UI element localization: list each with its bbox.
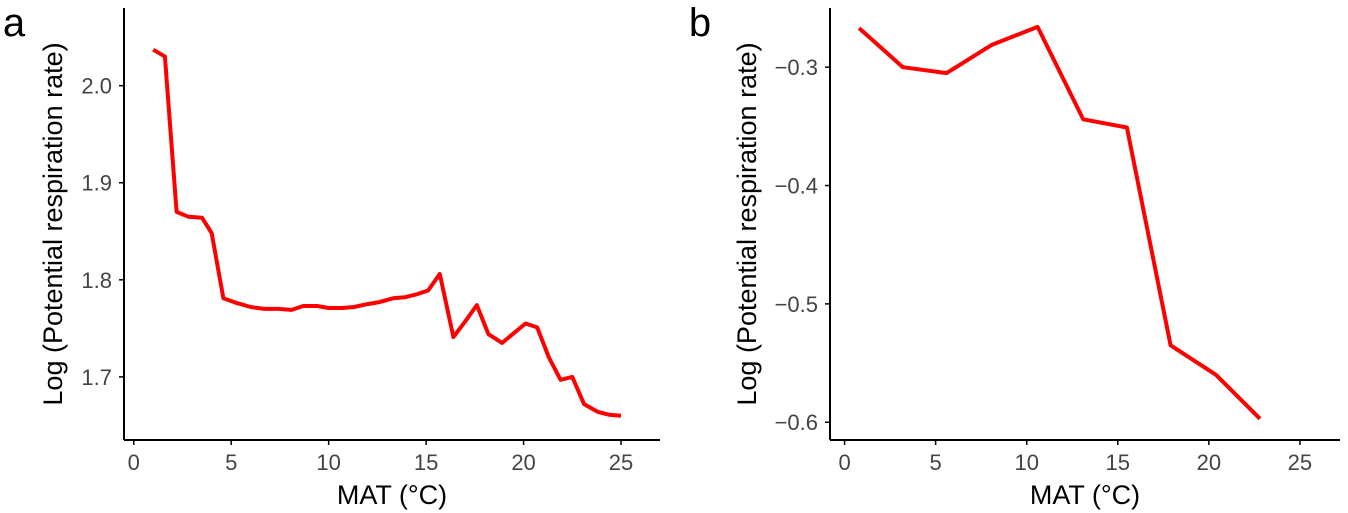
y-axis-label: Log (Potential respiration rate) bbox=[38, 42, 68, 405]
series-line bbox=[152, 47, 622, 418]
x-tick-label: 10 bbox=[316, 450, 340, 475]
y-tick-label: 1.7 bbox=[81, 365, 112, 390]
y-axis-label: Log (Potential respiration rate) bbox=[732, 42, 762, 405]
x-axis-label: MAT (°C) bbox=[337, 480, 447, 510]
y-tick-label: −0.3 bbox=[775, 55, 818, 80]
panel-label: a bbox=[3, 1, 26, 45]
x-tick-label: 0 bbox=[838, 450, 850, 475]
y-tick-label: −0.6 bbox=[775, 410, 818, 435]
x-tick-label: 0 bbox=[128, 450, 140, 475]
x-tick-label: 20 bbox=[511, 450, 535, 475]
y-tick-label: −0.4 bbox=[775, 174, 818, 199]
x-tick-label: 10 bbox=[1014, 450, 1038, 475]
chart-panel-a: a 1.7 1.8 1.9 2.0 0 5 10 15 20 25 MAT (°C) Log (Pote… bbox=[3, 1, 660, 510]
y-tick-label: 2.0 bbox=[81, 74, 112, 99]
y-tick-label: 1.9 bbox=[81, 171, 112, 196]
y-tick-label: 1.8 bbox=[81, 268, 112, 293]
x-tick-label: 5 bbox=[225, 450, 237, 475]
x-tick-label: 20 bbox=[1197, 450, 1221, 475]
chart-panel-b: b −0.6 −0.5 −0.4 −0.3 0 5 10 15 20 25 MAT (°C) Log (… bbox=[689, 1, 1340, 510]
panel-label: b bbox=[689, 1, 711, 45]
x-tick-label: 5 bbox=[930, 450, 942, 475]
x-tick-label: 25 bbox=[609, 450, 633, 475]
x-tick-label: 15 bbox=[1106, 450, 1130, 475]
x-axis-label: MAT (°C) bbox=[1030, 480, 1140, 510]
series-line bbox=[857, 24, 1262, 421]
x-tick-label: 25 bbox=[1288, 450, 1312, 475]
x-tick-label: 15 bbox=[414, 450, 438, 475]
y-tick-label: −0.5 bbox=[775, 292, 818, 317]
